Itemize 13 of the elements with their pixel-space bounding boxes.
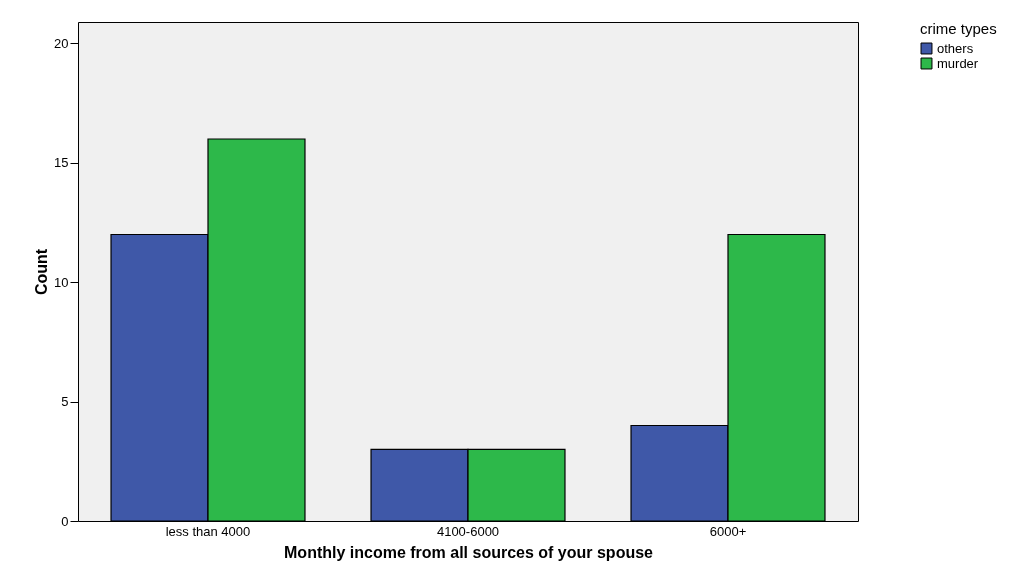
- y-tick-label: 10: [54, 274, 69, 290]
- legend-label: murder: [937, 55, 979, 71]
- y-tick-label: 20: [54, 35, 69, 51]
- legend-label: others: [937, 40, 974, 56]
- y-tick-label: 5: [61, 394, 69, 410]
- y-axis-title: Count: [33, 248, 51, 296]
- x-axis-title: Monthly income from all sources of your spouse: [284, 543, 654, 561]
- y-tick-label: 15: [54, 155, 69, 171]
- x-tick-label: less than 4000: [165, 523, 251, 539]
- x-tick-label: 4100-6000: [436, 523, 500, 539]
- y-tick-label: 0: [61, 513, 69, 529]
- x-tick-label: 6000+: [709, 523, 747, 539]
- legend-title: crime types: [920, 20, 997, 37]
